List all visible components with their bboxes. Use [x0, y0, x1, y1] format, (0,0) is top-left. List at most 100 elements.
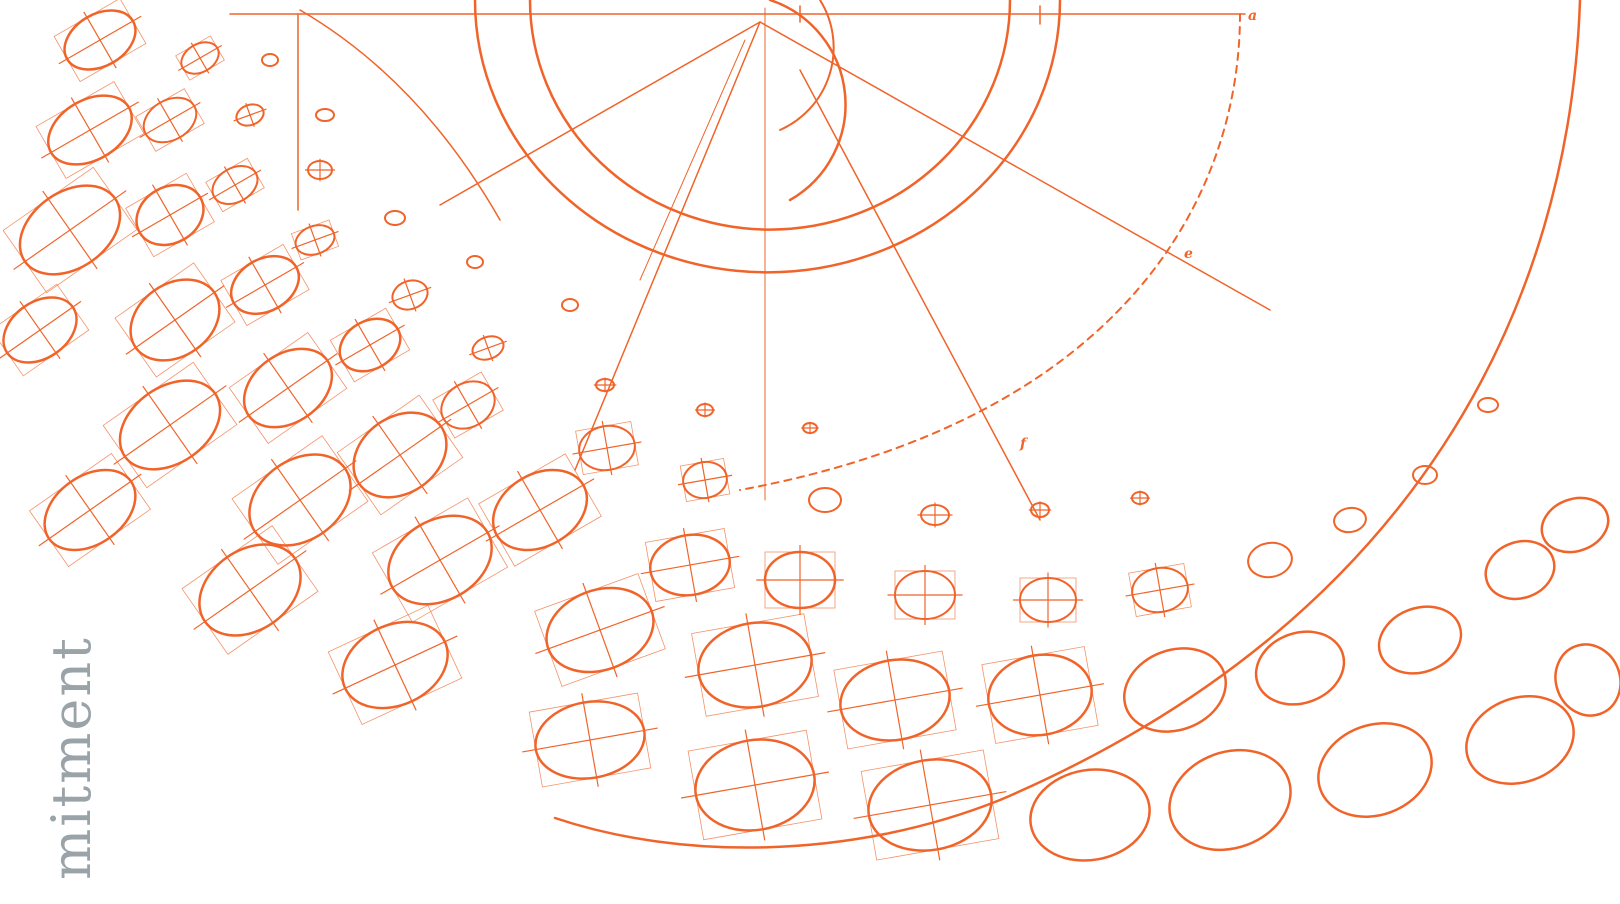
ellipse-mark — [220, 243, 310, 327]
ellipse-cross-line — [220, 548, 280, 632]
ellipse-shape — [466, 255, 484, 269]
ellipse-cross-line — [516, 470, 564, 550]
ellipse-mark — [572, 420, 642, 476]
ellipse-mark — [1254, 630, 1346, 706]
ellipse-cross-line — [354, 318, 386, 372]
ellipse-cross-line — [745, 613, 765, 717]
ellipse-guide-box — [231, 435, 369, 565]
ellipse-mark — [561, 298, 579, 312]
arc-large — [473, 0, 1062, 274]
ellipse-mark — [1168, 748, 1292, 852]
ellipse-mark — [534, 573, 666, 687]
point-label-e: e — [1184, 246, 1193, 262]
ellipse-mark — [388, 278, 432, 312]
ellipse-cross-line — [700, 457, 710, 503]
point-label-a: a — [1248, 8, 1257, 24]
ellipse-mark — [695, 402, 715, 418]
ellipse-shape — [1477, 397, 1499, 413]
ellipse-cross-line — [223, 166, 247, 204]
ellipse-guide-box — [102, 361, 238, 489]
ellipse-shape — [1412, 465, 1438, 485]
ellipse-cross-line — [601, 420, 613, 476]
ellipse-mark — [917, 502, 953, 528]
ellipse-guide-box — [53, 0, 147, 83]
ellipse-mark — [233, 103, 267, 127]
ellipse-mark — [53, 0, 147, 83]
ellipse-mark — [228, 332, 348, 444]
radial-line — [439, 21, 761, 206]
ellipse-guide-box — [687, 729, 823, 841]
outer-arc — [553, 0, 1582, 849]
ellipse-mark — [1465, 695, 1575, 785]
ellipse-shape — [261, 53, 279, 67]
ellipse-cross-line — [403, 278, 417, 312]
ellipse-mark — [469, 334, 507, 362]
ellipse-mark — [1125, 562, 1195, 618]
dashed-arc — [739, 13, 1241, 491]
ellipse-mark — [0, 283, 90, 377]
ellipse-guide-box — [679, 457, 731, 503]
ellipse-guide-box — [0, 283, 90, 377]
ellipse-cross-line — [142, 385, 198, 465]
ellipse-mark — [315, 108, 335, 122]
ellipse-mark — [205, 157, 265, 213]
ellipse-grid — [0, 0, 1620, 862]
ellipse-shape — [561, 298, 579, 312]
ellipse-cross-line — [581, 693, 599, 787]
ellipse-shape — [1465, 695, 1575, 785]
ellipse-guide-box — [135, 88, 205, 152]
ellipse-mark — [1412, 465, 1438, 485]
ellipse-guide-box — [894, 570, 956, 620]
ellipse-cross-line — [83, 11, 117, 69]
ellipse-mark — [175, 35, 225, 81]
ellipse-cross-line — [373, 619, 417, 711]
ellipse-guide-box — [181, 525, 319, 655]
ellipse-mark — [1013, 572, 1083, 628]
ellipse-mark — [432, 371, 504, 439]
ellipse-cross-line — [453, 380, 483, 430]
ellipse-shape — [1123, 647, 1227, 733]
ellipse-cross-line — [1030, 645, 1050, 745]
ellipse-cross-line — [414, 516, 466, 604]
ellipse-guide-box — [220, 243, 310, 327]
ellipse-cross-line — [682, 527, 698, 603]
ellipse-shape — [1029, 768, 1151, 862]
ellipse-mark — [305, 158, 335, 182]
ellipse-shape — [315, 108, 335, 122]
ellipse-mark — [466, 255, 484, 269]
ellipse-shape — [1168, 748, 1292, 852]
ellipse-cross-line — [19, 300, 61, 360]
ellipse-cross-line — [190, 42, 210, 74]
radial-line — [759, 21, 1271, 311]
ellipse-cross-line — [308, 223, 322, 257]
ellipse-mark — [2, 166, 138, 294]
ellipse-mark — [1123, 647, 1227, 733]
ellipse-cross-line — [372, 415, 428, 495]
ellipse-cross-line — [42, 190, 98, 270]
ellipse-guide-box — [329, 307, 411, 383]
ellipse-mark — [231, 435, 369, 565]
ellipse-cross-line — [245, 103, 255, 127]
ellipse-cross-line — [70, 97, 110, 163]
ellipse-guide-box — [860, 749, 1000, 861]
ellipse-guide-box — [290, 219, 340, 261]
ellipse-cross-line — [919, 749, 941, 861]
ellipse-mark — [808, 487, 842, 513]
ellipse-mark — [887, 565, 963, 625]
ellipse-cross-line — [156, 98, 184, 142]
ellipse-shape — [1377, 605, 1463, 675]
ellipse-mark — [181, 525, 319, 655]
ellipse-mark — [756, 545, 844, 615]
vertical-word: mitment — [40, 636, 103, 880]
ellipse-guide-box — [114, 262, 236, 378]
ellipse-shape — [1317, 722, 1433, 818]
ellipse-cross-line — [482, 334, 494, 362]
arc-medium — [528, 0, 1012, 231]
ellipse-mark — [1130, 490, 1150, 506]
ellipse-mark — [1477, 397, 1499, 413]
ellipse-mark — [1554, 643, 1620, 717]
ellipse-guide-box — [205, 157, 265, 213]
ellipse-mark — [102, 361, 238, 489]
ellipse-guide-box — [691, 613, 819, 717]
ellipse-guide-box — [228, 332, 348, 444]
